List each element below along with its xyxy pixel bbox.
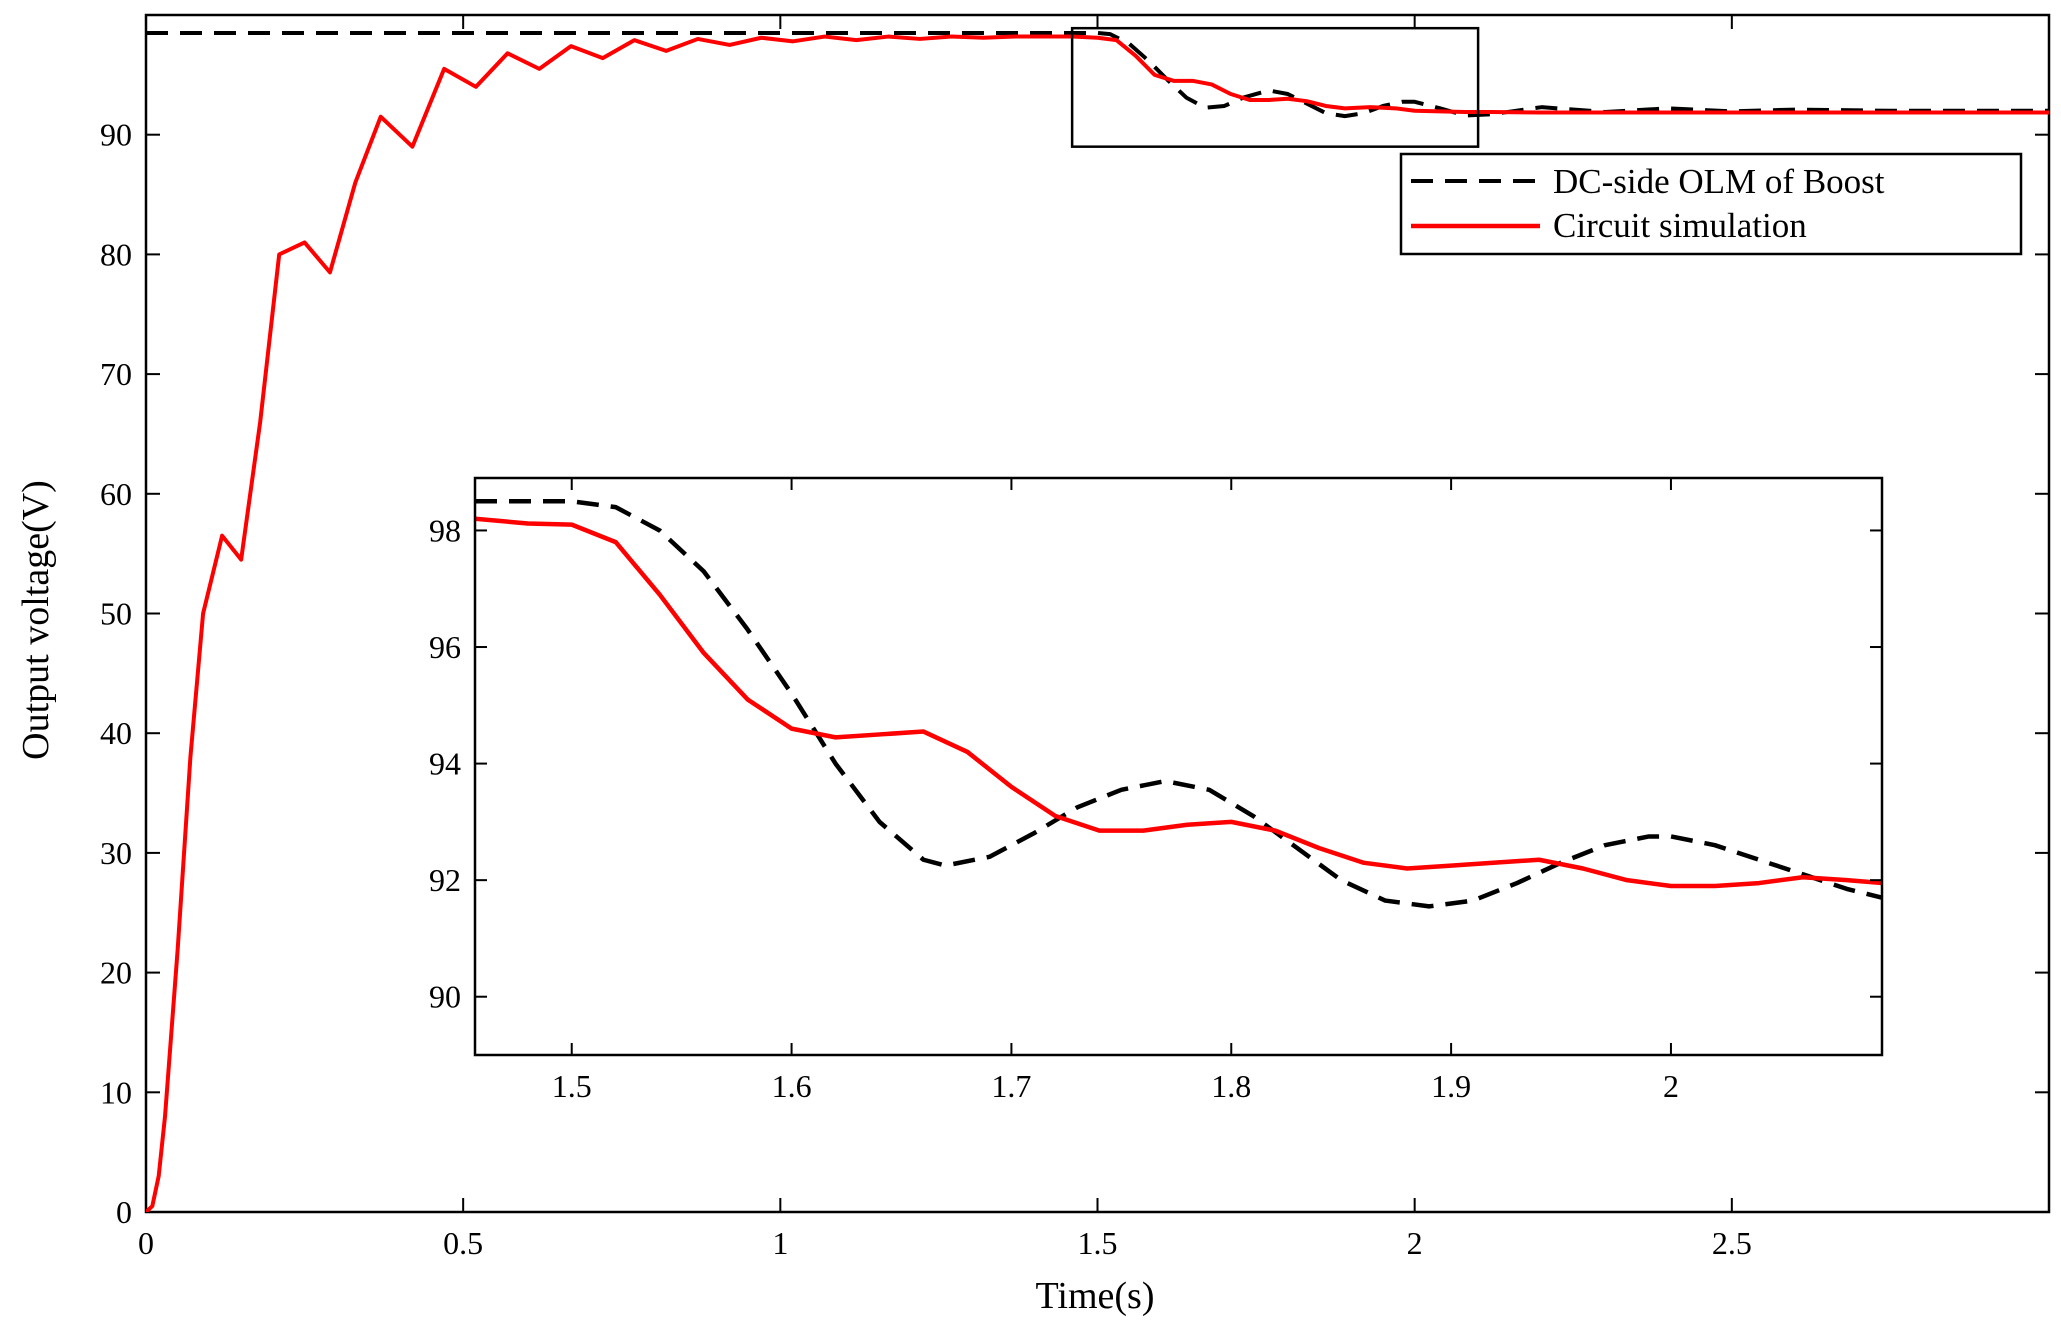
main-ytick-label: 20: [100, 955, 132, 991]
inset-ytick-label: 98: [429, 512, 461, 548]
main-ytick-label: 10: [100, 1074, 132, 1110]
main-ytick-label: 50: [100, 596, 132, 632]
inset-series-olm-line: [475, 499, 1882, 909]
main-x-axis: 0 0.5 1 1.5 2 2.5: [138, 15, 1752, 1261]
main-xtick-label: 1: [772, 1225, 788, 1261]
y-axis-title: Output voltage(V): [15, 480, 57, 760]
legend-label-olm: DC-side OLM of Boost: [1553, 162, 1885, 201]
inset-xtick-label: 1.5: [552, 1068, 592, 1104]
inset-xtick-label: 1.9: [1431, 1068, 1471, 1104]
main-series-group: [146, 30, 2049, 1212]
main-ytick-label: 30: [100, 835, 132, 871]
main-ytick-label: 0: [116, 1194, 132, 1230]
main-ytick-label: 70: [100, 356, 132, 392]
main-series-simulation-line: [146, 34, 2049, 1212]
inset-ytick-label: 90: [429, 979, 461, 1015]
main-xtick-label: 0.5: [443, 1225, 483, 1261]
main-ytick-label: 90: [100, 117, 132, 153]
legend-box: [1399, 152, 2023, 256]
main-y-axis: 0 10 20 30 40 50 60 70 80 90: [100, 117, 2049, 1230]
inset-y-axis: 90 92 94 96 98: [429, 512, 1882, 1015]
inset-xtick-label: 1.8: [1211, 1068, 1251, 1104]
inset-xtick-label: 1.7: [991, 1068, 1031, 1104]
zoom-region-box: [1070, 26, 1480, 148]
inset-series-simulation-line: [475, 516, 1882, 889]
main-xtick-label: 2.5: [1712, 1225, 1752, 1261]
inset-ytick-label: 96: [429, 629, 461, 665]
main-xtick-label: 2: [1407, 1225, 1423, 1261]
inset-background: [475, 478, 1882, 1055]
inset-x-axis: 1.5 1.6 1.7 1.8 1.9 2: [552, 478, 1679, 1104]
inset-series-group: [475, 499, 1882, 909]
main-ytick-label: 80: [100, 236, 132, 272]
inset-xtick-label: 2: [1663, 1068, 1679, 1104]
main-plot: 0 10 20 30 40 50 60 70 80 90 0 0.5 1 1.5 2 2.5 Time(s)…: [15, 13, 2051, 1317]
main-ytick-label: 40: [100, 715, 132, 751]
inset-ytick-label: 92: [429, 862, 461, 898]
main-xtick-label: 0: [138, 1225, 154, 1261]
x-axis-title: Time(s): [1036, 1275, 1155, 1317]
legend-label-simulation: Circuit simulation: [1553, 206, 1807, 245]
main-ytick-label: 60: [100, 476, 132, 512]
legend: DC-side OLM of Boost Circuit simulation: [1399, 152, 2023, 256]
inset-xtick-label: 1.6: [772, 1068, 812, 1104]
inset-plot-frame: [473, 476, 1884, 1057]
inset-ytick-label: 94: [429, 746, 461, 782]
inset-plot: 90 92 94 96 98 1.5 1.6 1.7 1.8 1.9 2: [429, 476, 1884, 1104]
main-xtick-label: 1.5: [1078, 1225, 1118, 1261]
main-series-olm-line: [146, 30, 2049, 119]
